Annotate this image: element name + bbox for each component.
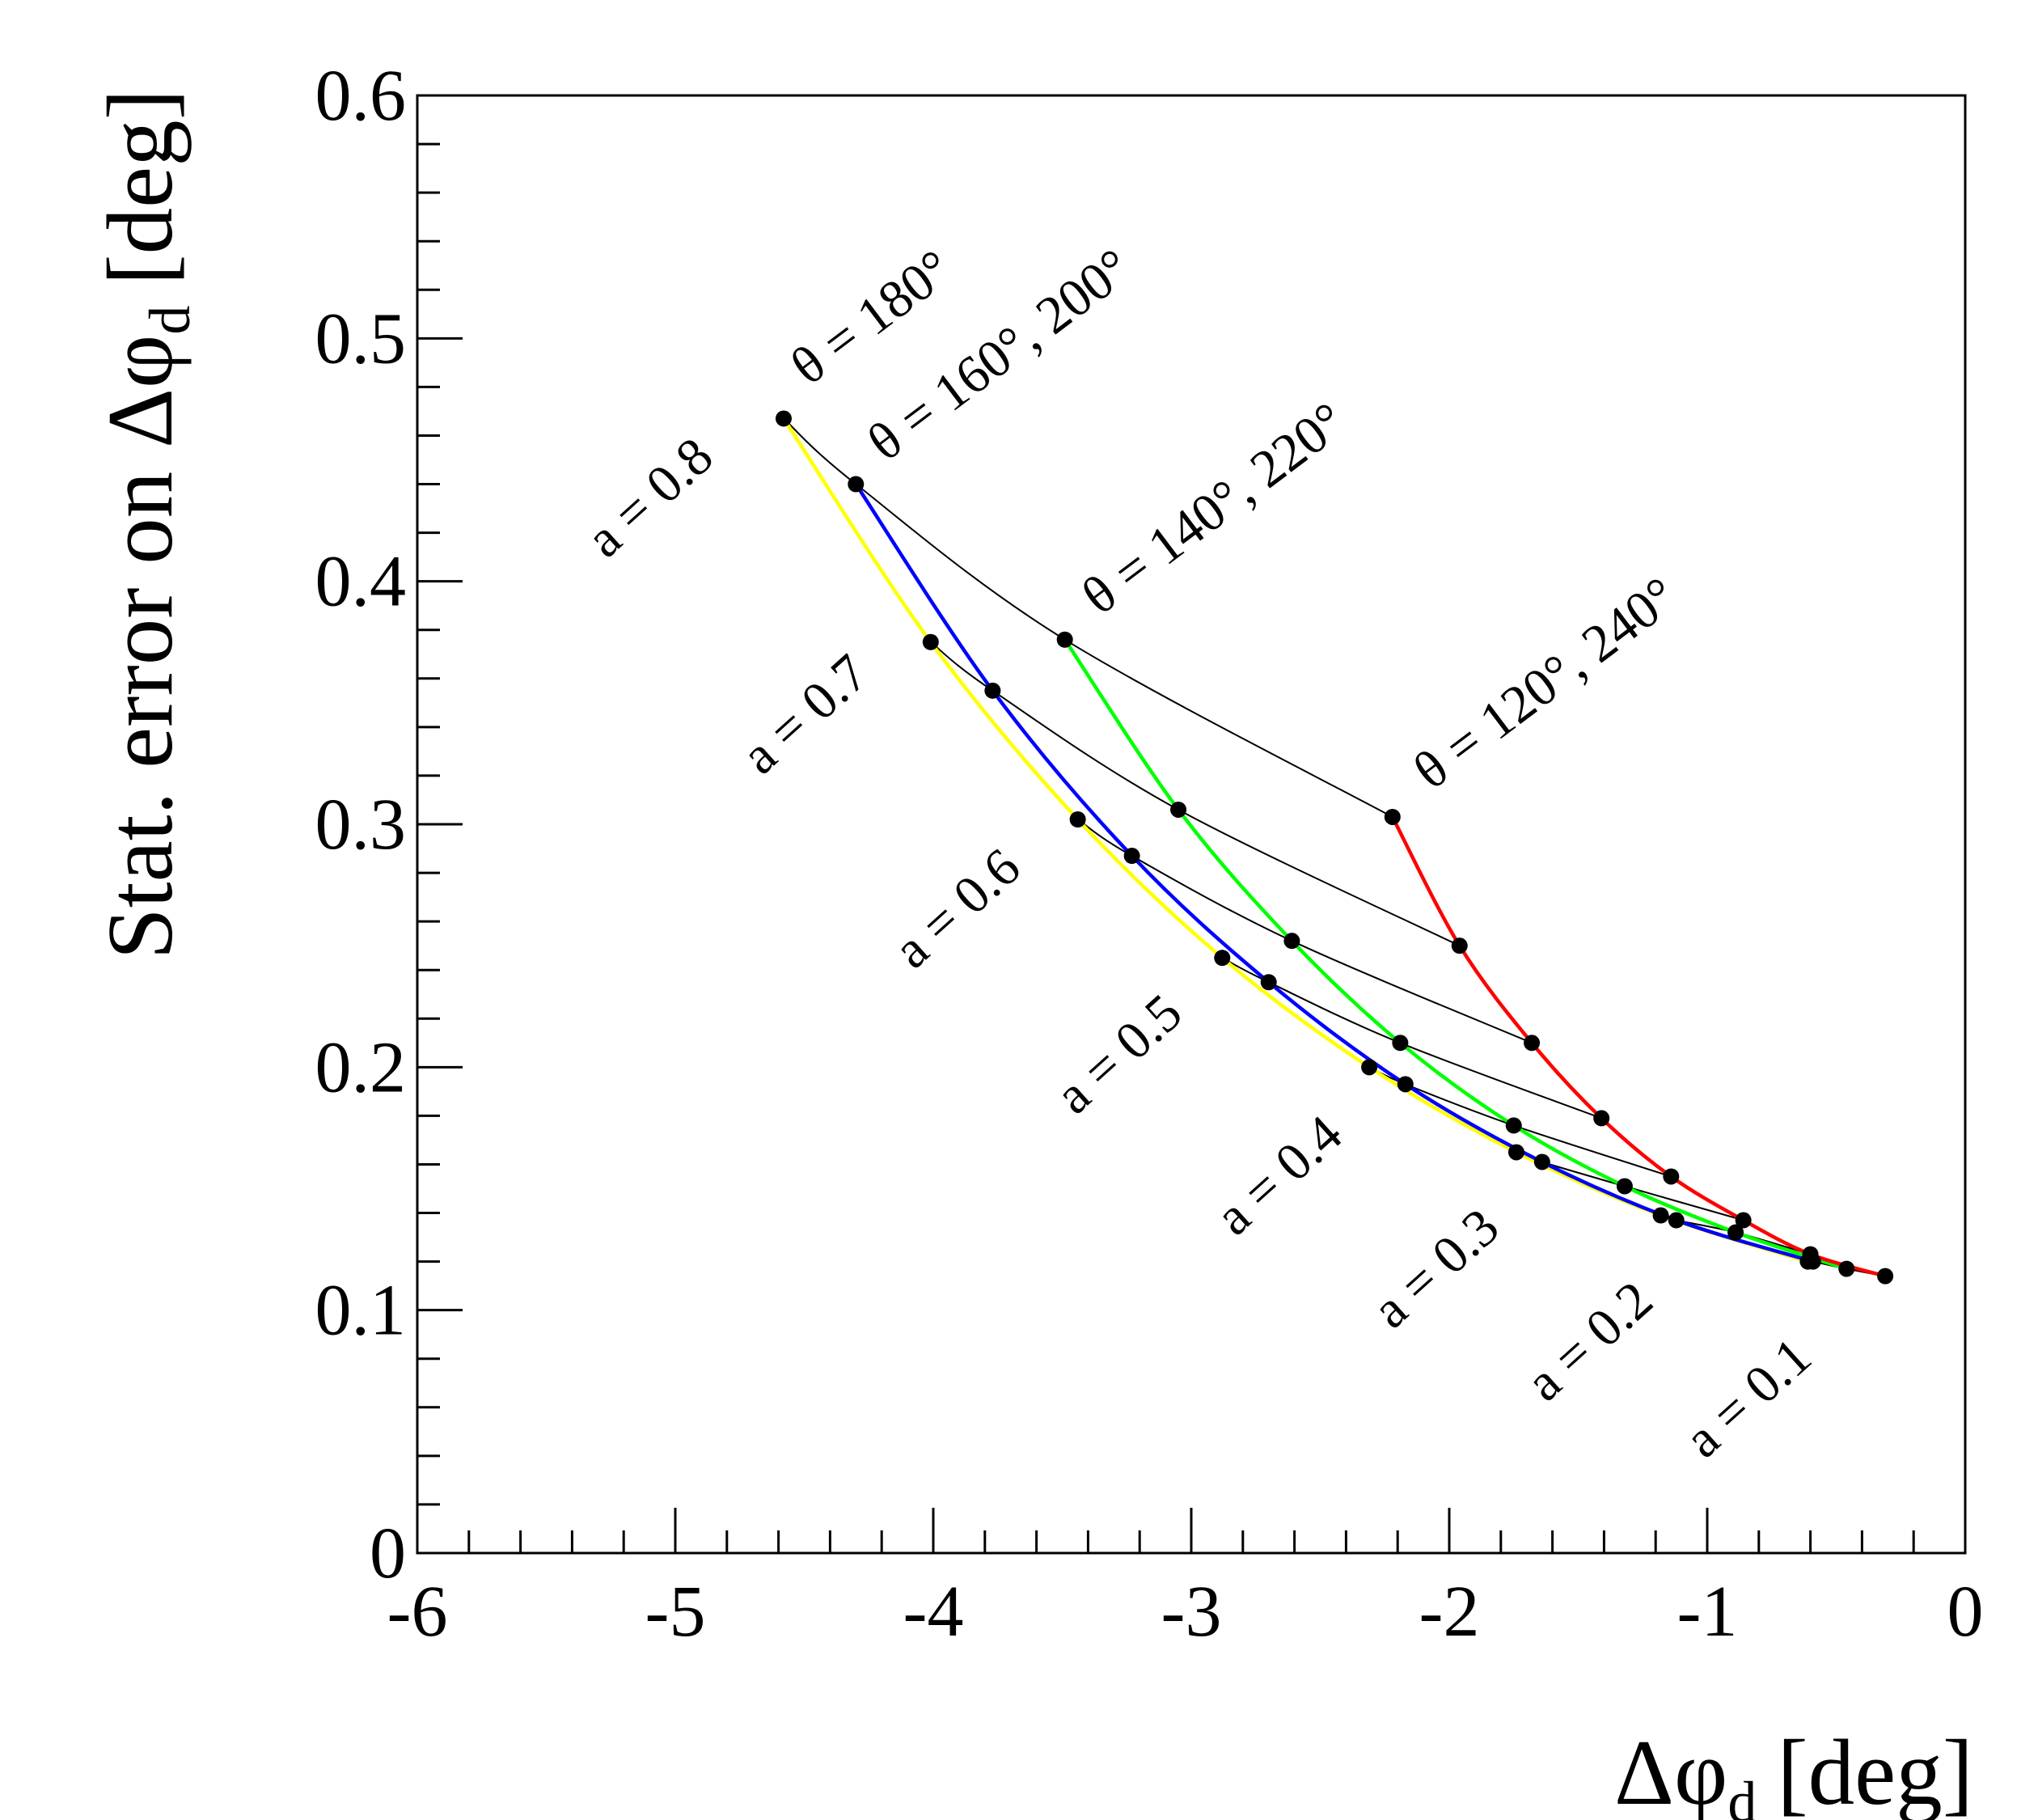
data-point [1533,1153,1550,1170]
data-point [1260,974,1277,991]
y-tick-label: 0.3 [315,785,407,865]
y-tick-label: 0.4 [315,542,407,622]
data-point [1507,1144,1524,1161]
data-point [775,410,792,427]
data-point [1838,1260,1855,1277]
y-tick-label: 0.6 [315,56,407,136]
axis-ticks [416,94,1967,1555]
y-tick-label: 0.2 [315,1027,407,1107]
plot-frame [416,94,1967,1555]
x-tick-label: -3 [1161,1572,1222,1652]
data-point [1802,1246,1819,1263]
data-point [1877,1268,1894,1285]
data-point [1397,1076,1414,1093]
x-tick-label: -2 [1419,1572,1480,1652]
x-axis-title-main: Δφ [1614,1721,1727,1820]
data-point [922,633,939,650]
data-point [1056,631,1073,648]
y-tick-label: 0.1 [315,1271,407,1351]
constant-a-curve [1368,1066,1672,1178]
data-point [1170,801,1187,818]
data-point [1384,808,1401,825]
y-axis-title: Stat. error on Δφd [deg] [89,89,202,959]
constant-a-curves [783,417,1886,1277]
y-tick-label: 0.5 [315,298,407,379]
constant-a-curve [1077,819,1533,1044]
x-tick-label: 0 [1947,1572,1984,1652]
y-tick-label: 0 [370,1513,406,1594]
data-point [1451,938,1468,954]
x-tick-label: -4 [903,1572,964,1652]
data-point [1663,1168,1680,1185]
data-point [1727,1224,1744,1241]
x-axis-title-unit: [deg] [1777,1721,1973,1820]
tick-labels: -6 -5 -4 -3 -2 -1 0 0 0.1 0.2 0.3 0.4 0.5 0.6 [315,56,1984,1652]
constant-a-curve [930,641,1461,947]
data-point [1214,950,1231,967]
data-point [1616,1178,1633,1195]
x-tick-label: -5 [645,1572,706,1652]
data-markers [775,410,1894,1285]
x-axis-title-sub: d [1727,1770,1757,1820]
data-point [1652,1207,1669,1224]
data-point [1283,933,1300,950]
data-point [984,682,1001,699]
data-point [1505,1117,1522,1134]
data-point [1123,848,1140,865]
y-axis-title-unit: [deg] [89,89,192,286]
x-tick-label: -1 [1677,1572,1738,1652]
constant-a-curve [783,417,1393,818]
data-point [848,476,865,493]
data-point [1735,1212,1752,1229]
x-tick-label: -6 [387,1572,448,1652]
y-axis-title-sub: d [137,306,202,335]
constant-a-curve [1221,957,1602,1120]
data-point [1361,1059,1378,1076]
data-point [1069,811,1086,827]
data-point [1524,1035,1541,1052]
data-point [1593,1110,1610,1127]
y-axis-title-main: Stat. error on Δφ [89,335,192,960]
data-point [1392,1035,1409,1052]
data-point [1668,1212,1685,1229]
x-axis-title: Δφd [deg] [1614,1721,1973,1820]
